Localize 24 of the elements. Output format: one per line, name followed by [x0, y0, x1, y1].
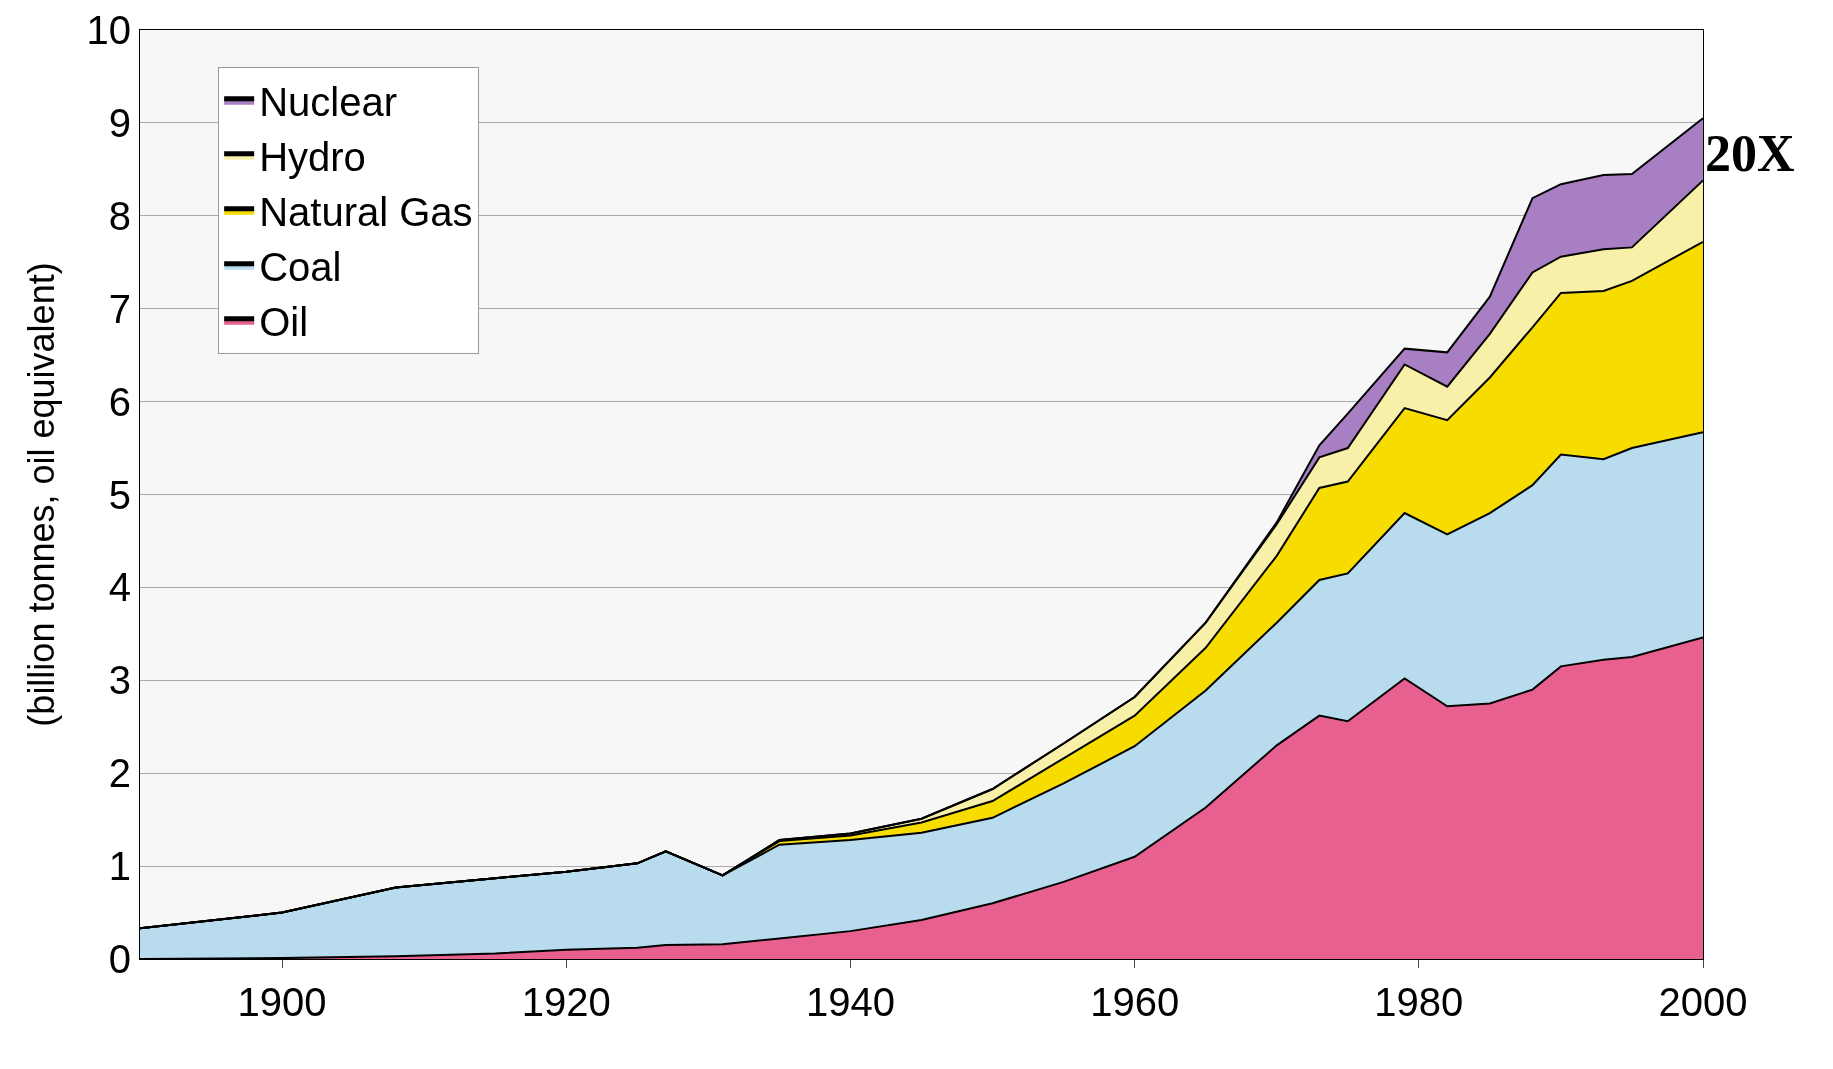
y-tick-label: 7 [108, 286, 131, 331]
annotation: 20X [1705, 125, 1795, 182]
y-tick-label: 6 [108, 379, 131, 424]
y-tick-label: 2 [108, 751, 131, 796]
y-tick-label: 8 [108, 193, 131, 238]
x-tick-label: 1960 [1090, 980, 1180, 1024]
legend-label: Hydro [259, 135, 366, 180]
y-tick-label: 4 [108, 565, 131, 610]
y-tick-label: 1 [108, 844, 131, 889]
legend-label: Oil [259, 300, 309, 345]
y-tick-label: 3 [108, 658, 131, 703]
x-tick-label: 1920 [521, 980, 611, 1024]
y-tick-label: 10 [86, 8, 131, 52]
x-tick-label: 2000 [1658, 980, 1748, 1024]
y-tick-label: 5 [108, 472, 131, 517]
x-tick-label: 1940 [805, 980, 895, 1024]
x-tick-label: 1980 [1374, 980, 1464, 1024]
legend-label: Natural Gas [259, 190, 473, 235]
y-tick-label: 0 [108, 937, 131, 981]
legend-label: Coal [259, 245, 342, 290]
y-tick-label: 9 [108, 100, 131, 145]
legend-label: Nuclear [259, 80, 397, 125]
x-tick-label: 1900 [237, 980, 327, 1024]
y-axis-title: (billion tonnes, oil equivalent) [21, 262, 63, 727]
